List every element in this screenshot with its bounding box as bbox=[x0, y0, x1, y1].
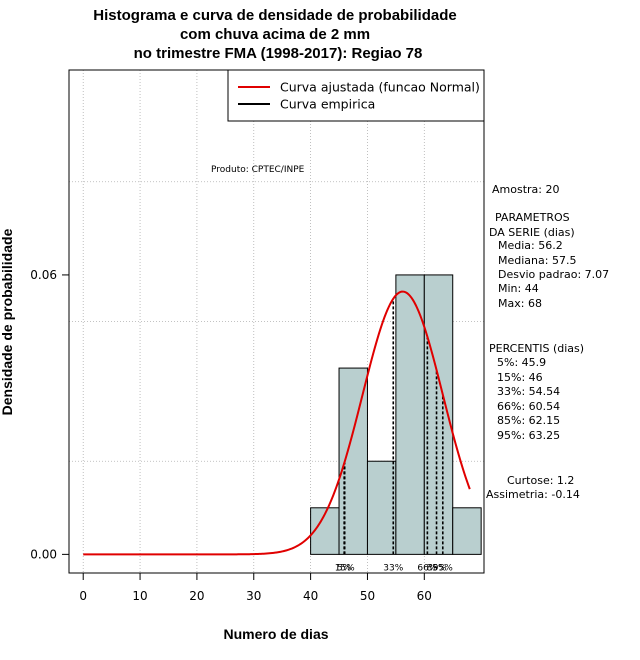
percentile-label: 66% bbox=[417, 563, 437, 573]
x-axis-title: Numero de dias bbox=[223, 626, 328, 642]
stats-sample: Amostra: 20 bbox=[492, 183, 559, 196]
histogram-bar bbox=[395, 274, 425, 555]
stats-assimetria: Assimetria: -0.14 bbox=[486, 488, 580, 501]
x-tick-label: 60 bbox=[417, 589, 432, 603]
stats-p85: 85%: 62.15 bbox=[497, 414, 560, 427]
stats-p95: 95%: 63.25 bbox=[497, 429, 560, 442]
y-axis-title: Densidade de probabilidade bbox=[0, 228, 15, 415]
product-note: Produto: CPTEC/INPE bbox=[211, 165, 305, 175]
stats-percentis-title: PERCENTIS (dias) bbox=[489, 342, 584, 355]
stats-media: Media: 56.2 bbox=[498, 239, 563, 252]
x-tick-label: 50 bbox=[360, 589, 375, 603]
stats-curtose: Curtose: 1.2 bbox=[507, 474, 574, 487]
normal-fit-curve bbox=[83, 290, 471, 556]
chart-title-line-3: no trimestre FMA (1998-2017): Regiao 78 bbox=[134, 45, 423, 62]
legend-box bbox=[227, 69, 485, 122]
percentile-label: 95% bbox=[433, 563, 453, 573]
stats-mediana: Mediana: 57.5 bbox=[498, 254, 576, 267]
percentile-lines: 5%15% 33% 66%85%95% bbox=[335, 298, 453, 573]
y-tick-label: 0.00 bbox=[30, 547, 57, 561]
stats-params-title-2: DA SERIE (dias) bbox=[489, 226, 575, 239]
stats-panel: Amostra: 20 PARAMETROS DA SERIE (dias) M… bbox=[486, 183, 609, 501]
x-tick-label: 40 bbox=[303, 589, 318, 603]
x-tick-label: 20 bbox=[189, 589, 204, 603]
stats-p15: 15%: 46 bbox=[497, 371, 543, 384]
stats-p66: 66%: 60.54 bbox=[497, 400, 560, 413]
x-tick-label: 0 bbox=[79, 589, 87, 603]
axes: 0 10 20 30 40 50 60 0.00 0.06 bbox=[30, 268, 432, 603]
legend-label-fit: Curva ajustada (funcao Normal) bbox=[280, 80, 480, 95]
x-tick-label: 10 bbox=[132, 589, 147, 603]
histogram-bars bbox=[310, 274, 482, 555]
histogram-bar bbox=[366, 460, 397, 555]
chart-title-line-1: Histograma e curva de densidade de proba… bbox=[93, 7, 456, 24]
stats-desvio: Desvio padrao: 7.07 bbox=[498, 268, 609, 281]
percentile-label: 15% bbox=[335, 563, 355, 573]
percentile-label: 85% bbox=[427, 563, 447, 573]
legend: Curva ajustada (funcao Normal) Curva emp… bbox=[227, 69, 485, 122]
percentile-label: 5% bbox=[337, 563, 352, 573]
histogram-bar bbox=[452, 507, 482, 555]
stats-max: Max: 68 bbox=[498, 297, 542, 310]
chart-title-line-2: com chuva acima de 2 mm bbox=[180, 26, 370, 43]
density-curves bbox=[83, 290, 471, 556]
x-tick-label: 30 bbox=[246, 589, 261, 603]
stats-p33: 33%: 54.54 bbox=[497, 385, 560, 398]
legend-label-empirical: Curva empirica bbox=[280, 97, 375, 112]
stats-params-title-1: PARAMETROS bbox=[495, 211, 570, 224]
stats-min: Min: 44 bbox=[498, 282, 539, 295]
y-tick-label: 0.06 bbox=[30, 268, 57, 282]
stats-p5: 5%: 45.9 bbox=[497, 356, 546, 369]
percentile-label: 33% bbox=[383, 563, 403, 573]
